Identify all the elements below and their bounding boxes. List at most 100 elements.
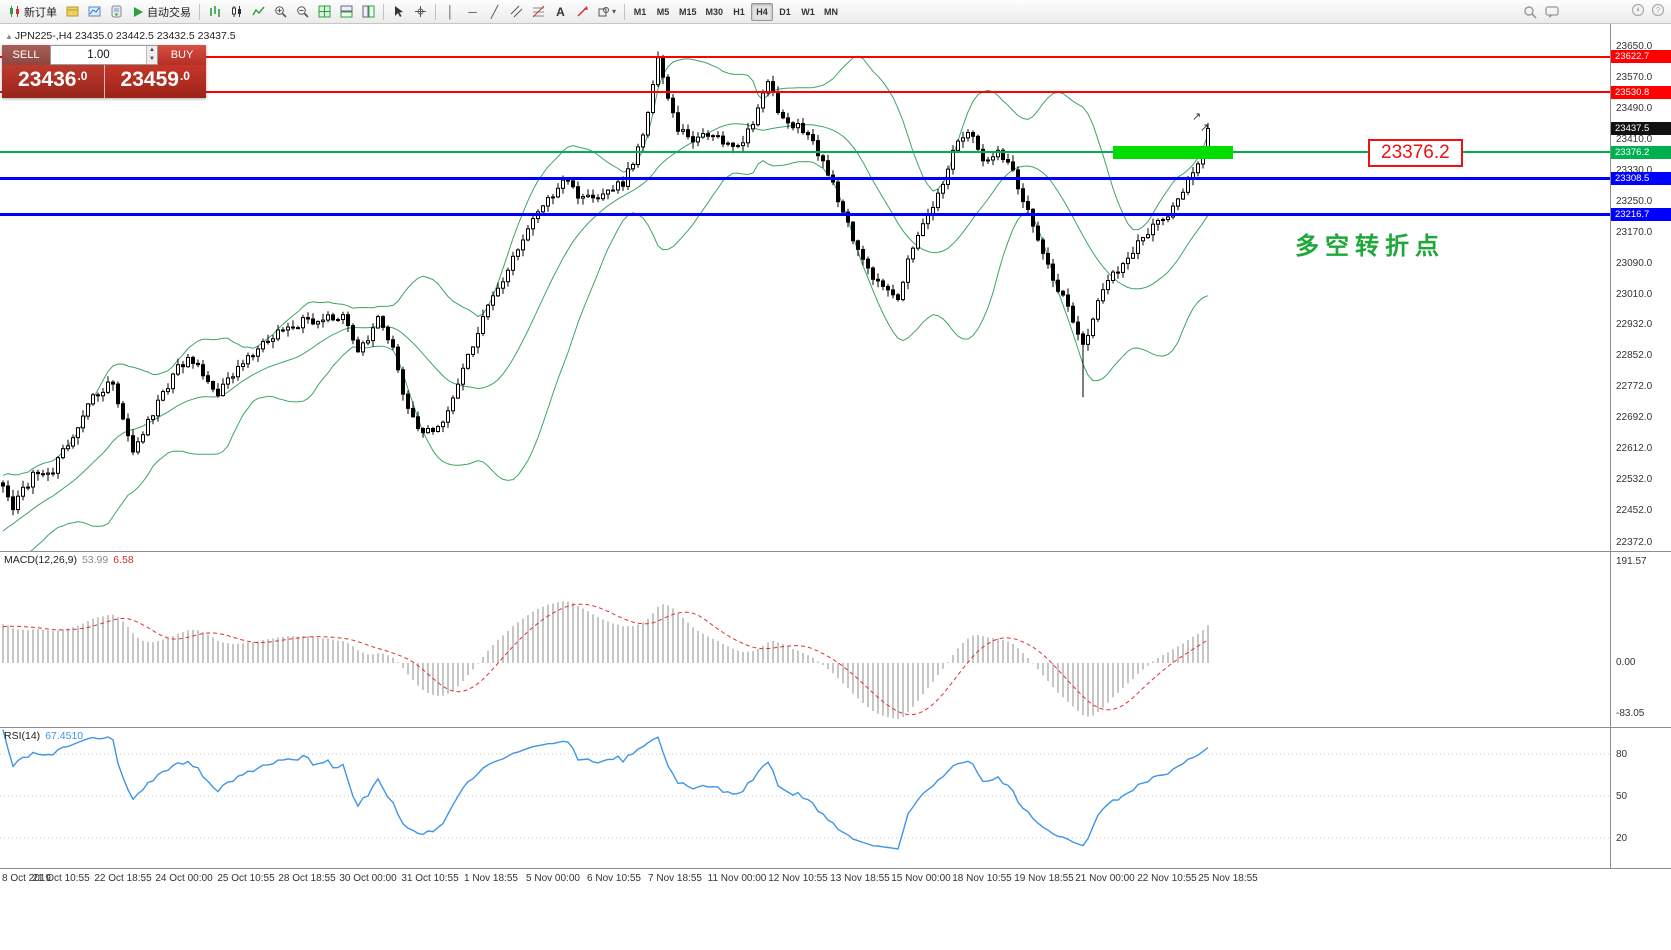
price-axis-tick: 23570.0 [1616, 72, 1653, 83]
price-axis-tick: 22692.0 [1616, 412, 1653, 423]
auto-trading-button[interactable]: 自动交易 [128, 2, 195, 22]
grid-icon [318, 5, 331, 18]
trendline-icon: ╱ [490, 4, 499, 19]
stepper-up-icon[interactable]: ▲ [147, 46, 157, 55]
time-axis-label: 6 Nov 10:55 [587, 873, 641, 884]
shapes-dropdown-button[interactable]: ▾ [594, 2, 620, 22]
horizontal-line-23216.7[interactable] [0, 213, 1610, 216]
horizontal-line-23622.7[interactable] [0, 56, 1610, 58]
cursor-icon [395, 6, 403, 17]
timeframe-button-d1[interactable]: D1 [779, 6, 791, 17]
time-axis-label: 28 Oct 18:55 [278, 873, 336, 884]
sell-button[interactable]: SELL [2, 45, 50, 65]
new-order-button[interactable]: 新订单 [4, 2, 61, 22]
time-axis-label: 7 Nov 18:55 [648, 873, 702, 884]
macd-axis-min: -83.05 [1616, 708, 1645, 719]
toolbar-right-group [1523, 5, 1559, 19]
time-axis-label: 31 Oct 10:55 [401, 873, 459, 884]
rsi-axis-tick: 50 [1616, 791, 1628, 802]
line-chart-button[interactable] [248, 2, 269, 22]
crosshair-button[interactable] [410, 2, 431, 22]
compass-icon[interactable] [1631, 3, 1645, 17]
buy-arrow-icon: ↗ [1192, 111, 1202, 123]
chat-icon[interactable] [1545, 5, 1559, 19]
arrange-vertical-button[interactable] [358, 2, 379, 22]
arrange-horizontal-icon [340, 5, 353, 18]
timeframe-button-m30[interactable]: M30 [705, 6, 724, 17]
candle-chart-button[interactable] [226, 2, 247, 22]
volume-value[interactable]: 1.00 [87, 49, 110, 61]
svg-text:?: ? [1656, 6, 1661, 15]
tile-windows-button[interactable] [314, 2, 335, 22]
time-axis[interactable]: 8 Oct 2019 21 Oct 10:55 22 Oct 18:55 24 Oct… [0, 869, 1671, 891]
horizontal-line-23376.2[interactable] [0, 151, 1610, 153]
time-axis-label: 1 Nov 18:55 [464, 873, 518, 884]
horizontal-line-23530.8[interactable] [0, 91, 1610, 93]
price-axis-tick: 23650.0 [1616, 41, 1653, 52]
panel-divider-rsi-time [0, 868, 1671, 869]
bar-chart-button[interactable] [204, 2, 225, 22]
auto-trading-label: 自动交易 [147, 6, 191, 19]
bid-price-main: 23436 [18, 68, 77, 91]
main-chart-svg[interactable] [0, 24, 1610, 551]
time-axis-label: 25 Nov 18:55 [1198, 873, 1258, 884]
volume-field[interactable]: 1.00 ▲ ▼ [50, 45, 158, 65]
annotation-text[interactable]: 多空转折点 [1295, 233, 1445, 260]
price-axis-tick: 23090.0 [1616, 258, 1653, 269]
time-axis-label: 22 Oct 18:55 [94, 873, 152, 884]
toolbar-separator [435, 3, 436, 20]
timeframe-button-m5[interactable]: M5 [656, 6, 670, 17]
text-tool-button[interactable]: A [550, 2, 571, 22]
toolbar-separator [199, 3, 200, 20]
bid-price-panel[interactable]: 23436.0 [2, 65, 105, 98]
ask-price-panel[interactable]: 23459.0 [104, 65, 206, 98]
time-axis-label: 12 Nov 10:55 [768, 873, 828, 884]
vertical-line-button[interactable]: │ [440, 2, 461, 22]
price-tag-23376.2: 23376.2 [1611, 146, 1671, 159]
chart-shift-marker: ▲ [5, 32, 13, 41]
time-axis-label: 15 Nov 00:00 [891, 873, 951, 884]
arrows-tool-button[interactable] [572, 2, 593, 22]
time-axis-label: 24 Oct 00:00 [155, 873, 213, 884]
channel-icon [510, 5, 523, 18]
market-watch-button[interactable] [62, 2, 83, 22]
volume-stepper[interactable]: ▲ ▼ [146, 46, 157, 64]
fibonacci-button[interactable] [528, 2, 549, 22]
price-axis-tick: 22532.0 [1616, 474, 1653, 485]
search-icon[interactable] [1523, 5, 1537, 19]
zoom-in-button[interactable] [270, 2, 291, 22]
rsi-line [2, 729, 1209, 850]
arrange-horizontal-button[interactable] [336, 2, 357, 22]
timeframe-button-w1[interactable]: W1 [801, 6, 815, 17]
price-callout[interactable]: 23376.2 [1368, 139, 1463, 167]
ask-price-main: 23459 [120, 68, 179, 91]
time-axis-label: 13 Nov 18:55 [830, 873, 890, 884]
panel-divider-main-macd[interactable] [0, 551, 1671, 552]
arrange-vertical-icon [362, 5, 375, 18]
new-order-label: 新订单 [24, 6, 57, 19]
zoom-out-button[interactable] [292, 2, 313, 22]
price-tag-23622.7: 23622.7 [1611, 50, 1671, 63]
help-icon[interactable]: ? [1651, 3, 1665, 17]
channel-button[interactable] [506, 2, 527, 22]
highlight-rectangle[interactable] [1113, 146, 1233, 159]
timeframe-button-h1[interactable]: H1 [733, 6, 745, 17]
timeframe-button-m15[interactable]: M15 [679, 6, 697, 17]
data-window-button[interactable] [84, 2, 105, 22]
timeframe-button-h4[interactable]: H4 [751, 2, 774, 21]
price-axis-divider [1610, 24, 1611, 868]
data-window-icon [88, 6, 101, 17]
horizontal-line-button[interactable]: ─ [462, 2, 483, 22]
stepper-down-icon[interactable]: ▼ [147, 55, 157, 64]
cursor-button[interactable] [388, 2, 409, 22]
navigator-button[interactable] [106, 2, 127, 22]
horizontal-line-23308.5[interactable] [0, 177, 1610, 180]
shapes-icon [598, 7, 609, 17]
trendline-button[interactable]: ╱ [484, 2, 505, 22]
timeframe-button-m1[interactable]: M1 [633, 6, 647, 17]
buy-button[interactable]: BUY [158, 45, 206, 65]
macd-svg[interactable] [0, 552, 1610, 727]
panel-divider-macd-rsi[interactable] [0, 727, 1671, 728]
timeframe-button-mn[interactable]: MN [824, 6, 839, 17]
rsi-svg[interactable] [0, 728, 1610, 868]
